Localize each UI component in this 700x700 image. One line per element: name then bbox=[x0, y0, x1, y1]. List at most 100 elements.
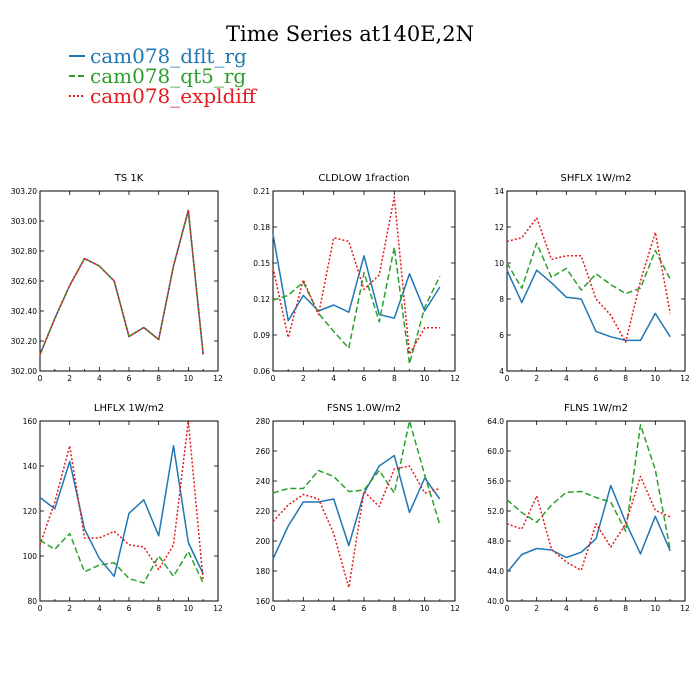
panel-title: SHFLX 1W/m2 bbox=[561, 173, 632, 184]
chart-panel-2: CLDLOW 1fraction 0 2 4 6 8 10 12 0.06 0.09 0.12 0.1… bbox=[253, 173, 460, 383]
x-tick-label: 12 bbox=[450, 604, 460, 613]
y-tick-label: 56.0 bbox=[487, 477, 504, 486]
y-tick-label: 302.60 bbox=[11, 277, 37, 286]
x-tick-label: 12 bbox=[450, 374, 460, 383]
legend-entry-1: cam078_dflt_rg bbox=[69, 44, 247, 68]
legend-label-3: cam078_expldiff bbox=[90, 84, 258, 108]
y-tick-label: 220 bbox=[256, 507, 271, 516]
x-tick-label: 6 bbox=[362, 374, 367, 383]
y-tick-label: 80 bbox=[27, 597, 37, 606]
series-line-cam078_expldiff bbox=[506, 217, 671, 343]
y-tick-label: 12 bbox=[494, 223, 504, 232]
series-line-cam078_dflt_rg bbox=[506, 484, 671, 573]
x-tick-label: 8 bbox=[156, 374, 161, 383]
y-tick-label: 140 bbox=[23, 462, 38, 471]
x-tick-label: 6 bbox=[594, 374, 599, 383]
legend-entry-2: cam078_qt5_rg bbox=[69, 64, 246, 88]
y-tick-label: 100 bbox=[23, 552, 38, 561]
x-tick-label: 0 bbox=[505, 374, 510, 383]
x-tick-label: 10 bbox=[184, 604, 194, 613]
x-tick-label: 2 bbox=[534, 374, 539, 383]
series-line-cam078_dflt_rg bbox=[272, 234, 441, 322]
x-tick-label: 12 bbox=[680, 374, 690, 383]
panel-title: CLDLOW 1fraction bbox=[318, 173, 409, 184]
panel-title: LHFLX 1W/m2 bbox=[94, 403, 164, 414]
x-tick-label: 2 bbox=[301, 374, 306, 383]
x-tick-label: 6 bbox=[362, 604, 367, 613]
chart-panel-1: TS 1K 0 2 4 6 8 10 12 302.00 302.20 302.40 302.60 30… bbox=[11, 173, 223, 383]
x-tick-label: 10 bbox=[420, 374, 430, 383]
plot-frame bbox=[272, 190, 456, 372]
y-tick-label: 0.09 bbox=[253, 331, 270, 340]
y-tick-label: 160 bbox=[256, 597, 271, 606]
x-tick-label: 4 bbox=[331, 604, 336, 613]
legend-label-2: cam078_qt5_rg bbox=[90, 64, 246, 88]
y-tick-label: 52.0 bbox=[487, 507, 504, 516]
y-tick-label: 4 bbox=[499, 367, 504, 376]
x-tick-label: 0 bbox=[271, 604, 276, 613]
y-tick-label: 302.40 bbox=[11, 307, 37, 316]
chart-panel-5: FSNS 1.0W/m2 0 2 4 6 8 10 12 160 180 200 220 240 260 2… bbox=[256, 403, 460, 613]
y-tick-label: 303.20 bbox=[11, 187, 37, 196]
y-tick-label: 240 bbox=[256, 477, 271, 486]
y-tick-label: 64.0 bbox=[487, 417, 504, 426]
legend: cam078_dflt_rg cam078_qt5_rg cam078_expl… bbox=[69, 44, 258, 108]
x-tick-label: 8 bbox=[392, 374, 397, 383]
y-tick-label: 14 bbox=[494, 187, 504, 196]
x-tick-label: 0 bbox=[505, 604, 510, 613]
y-tick-label: 160 bbox=[23, 417, 38, 426]
x-tick-label: 0 bbox=[271, 374, 276, 383]
y-tick-label: 10 bbox=[494, 259, 504, 268]
x-tick-label: 0 bbox=[38, 374, 43, 383]
x-tick-label: 6 bbox=[594, 604, 599, 613]
y-tick-label: 0.12 bbox=[253, 295, 270, 304]
series-line-cam078_expldiff bbox=[272, 196, 440, 355]
chart-panel-3: SHFLX 1W/m2 0 2 4 6 8 10 12 4 6 8 10 12 14 bbox=[494, 173, 690, 383]
series-line-cam078_expldiff bbox=[39, 420, 204, 581]
series-line-cam078_expldiff bbox=[39, 209, 204, 355]
x-tick-label: 2 bbox=[534, 604, 539, 613]
series-line-cam078_expldiff bbox=[506, 475, 671, 572]
x-tick-label: 2 bbox=[301, 604, 306, 613]
x-tick-label: 12 bbox=[213, 604, 223, 613]
x-tick-label: 10 bbox=[184, 374, 194, 383]
panel-title: FSNS 1.0W/m2 bbox=[327, 403, 401, 414]
x-tick-label: 6 bbox=[127, 604, 132, 613]
series-line-cam078_expldiff bbox=[272, 465, 441, 589]
series-line-cam078_qt5_rg bbox=[272, 246, 441, 365]
y-tick-label: 302.00 bbox=[11, 367, 37, 376]
x-tick-label: 10 bbox=[651, 604, 661, 613]
series-line-cam078_qt5_rg bbox=[272, 420, 441, 525]
x-tick-label: 8 bbox=[156, 604, 161, 613]
plot-frame bbox=[39, 420, 219, 602]
figure-title: Time Series at140E,2N bbox=[226, 22, 474, 46]
y-tick-label: 302.80 bbox=[11, 247, 37, 256]
x-tick-label: 10 bbox=[651, 374, 661, 383]
x-tick-label: 2 bbox=[67, 604, 72, 613]
panel-title: FLNS 1W/m2 bbox=[564, 403, 628, 414]
x-tick-label: 4 bbox=[97, 604, 102, 613]
x-tick-label: 8 bbox=[623, 604, 628, 613]
y-tick-label: 280 bbox=[256, 417, 271, 426]
x-tick-label: 10 bbox=[420, 604, 430, 613]
x-tick-label: 4 bbox=[564, 604, 569, 613]
series-line-cam078_dflt_rg bbox=[506, 269, 671, 342]
y-tick-label: 120 bbox=[23, 507, 38, 516]
legend-entry-3: cam078_expldiff bbox=[69, 84, 258, 108]
series-line-cam078_dflt_rg bbox=[272, 454, 441, 560]
y-tick-label: 260 bbox=[256, 447, 271, 456]
x-tick-label: 4 bbox=[564, 374, 569, 383]
plot-frame bbox=[272, 420, 456, 602]
series-line-cam078_qt5_rg bbox=[506, 424, 671, 551]
series-line-cam078_qt5_rg bbox=[39, 532, 204, 584]
y-tick-label: 0.21 bbox=[253, 187, 270, 196]
plot-frame bbox=[506, 190, 686, 372]
y-tick-label: 200 bbox=[256, 537, 271, 546]
x-tick-label: 12 bbox=[213, 374, 223, 383]
y-tick-label: 6 bbox=[499, 331, 504, 340]
series-line-cam078_qt5_rg bbox=[39, 209, 204, 355]
x-tick-label: 4 bbox=[97, 374, 102, 383]
x-tick-label: 2 bbox=[67, 374, 72, 383]
x-tick-label: 0 bbox=[38, 604, 43, 613]
